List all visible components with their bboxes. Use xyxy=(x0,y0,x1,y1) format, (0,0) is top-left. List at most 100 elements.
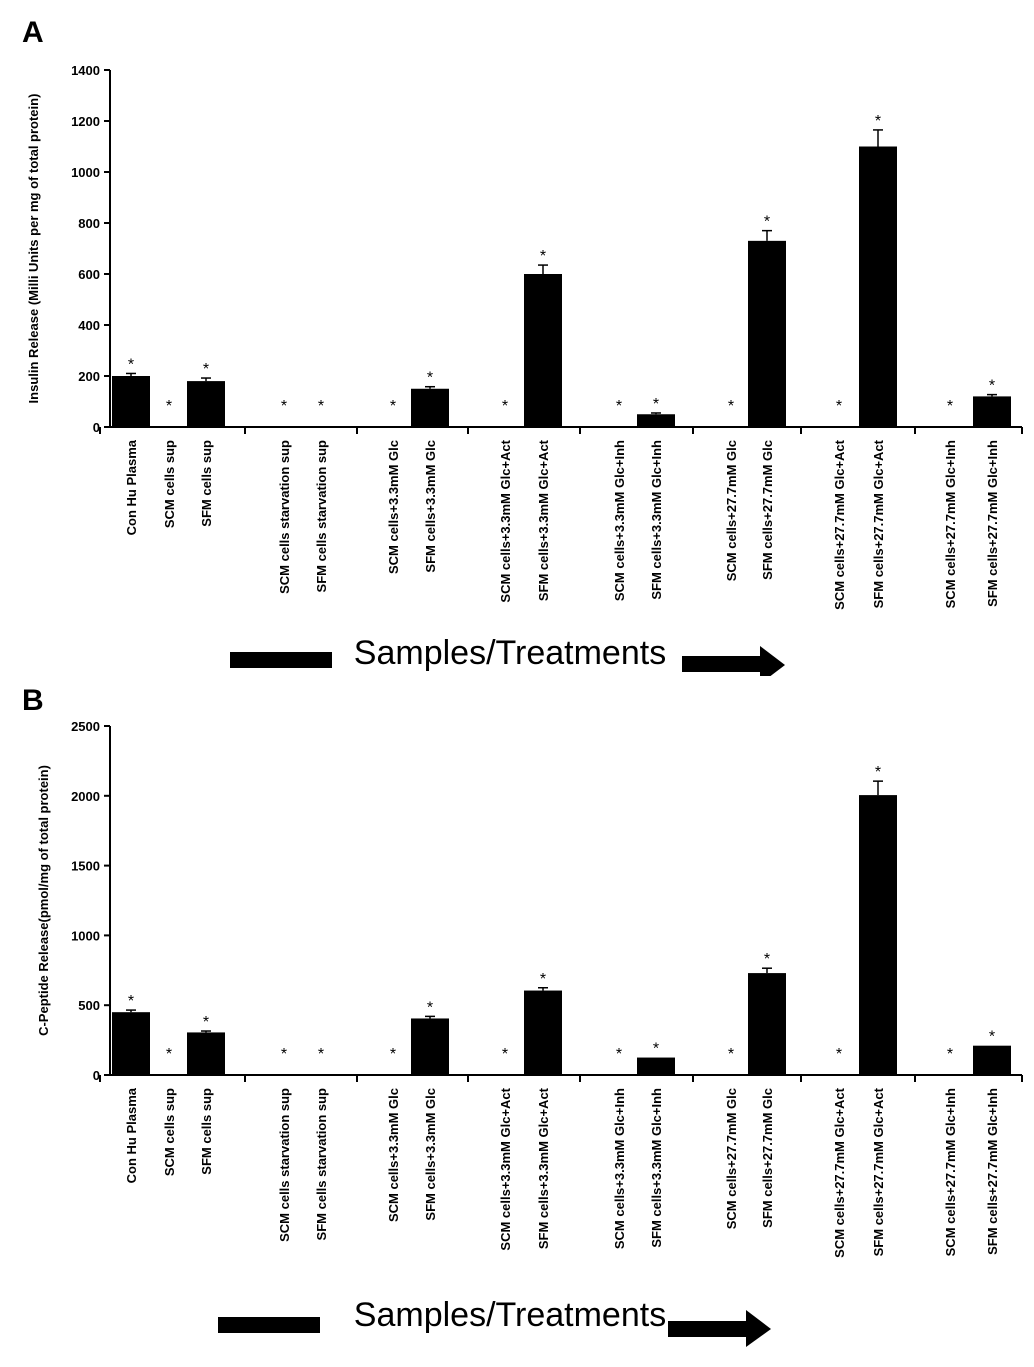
x-title-arrow-head xyxy=(760,646,785,676)
significance-marker: * xyxy=(318,398,324,415)
category-label: SCM cells+3.3mM Glc+Inh xyxy=(612,440,627,601)
category-label: SCM cells starvation sup xyxy=(277,440,292,594)
category-label: SFM cells+27.7mM Glc+Act xyxy=(871,439,886,608)
y-tick-label: 2500 xyxy=(71,719,100,734)
y-tick-label: 0 xyxy=(93,1068,100,1083)
significance-marker: * xyxy=(166,398,172,415)
category-label: SCM cells+3.3mM Glc xyxy=(386,1088,401,1222)
category-label: SFM cells+27.7mM Glc xyxy=(760,440,775,580)
significance-marker: * xyxy=(318,1046,324,1063)
panel-letter-b: B xyxy=(22,684,44,717)
bar xyxy=(524,274,562,427)
category-label: SCM cells+27.7mM Glc+Inh xyxy=(943,1088,958,1256)
y-tick-label: 2000 xyxy=(71,789,100,804)
significance-marker: * xyxy=(875,113,881,130)
bar xyxy=(748,240,786,427)
category-label: SFM cells+3.3mM Glc+Act xyxy=(536,1087,551,1249)
significance-marker: * xyxy=(728,398,734,415)
category-label: SCM cells+27.7mM Glc+Act xyxy=(832,1087,847,1257)
y-tick-label: 800 xyxy=(78,216,100,231)
x-title-left-bar xyxy=(230,652,332,668)
significance-marker: * xyxy=(989,1029,995,1046)
category-label: SFM cells sup xyxy=(199,440,214,527)
category-label: SCM cells+27.7mM Glc+Act xyxy=(832,439,847,609)
category-label: SFM cells+3.3mM Glc xyxy=(423,440,438,573)
significance-marker: * xyxy=(764,214,770,231)
significance-marker: * xyxy=(728,1046,734,1063)
significance-marker: * xyxy=(281,1046,287,1063)
category-label: SCM cells+3.3mM Glc+Act xyxy=(498,439,513,602)
significance-marker: * xyxy=(502,398,508,415)
category-label: Con Hu Plasma xyxy=(124,439,139,535)
bar xyxy=(112,376,150,427)
category-label: SFM cells starvation sup xyxy=(314,1088,329,1240)
x-axis-title: Samples/Treatments xyxy=(354,1296,666,1334)
category-label: SCM cells+27.7mM Glc+Inh xyxy=(943,440,958,608)
y-tick-label: 500 xyxy=(78,998,100,1013)
significance-marker: * xyxy=(836,1046,842,1063)
y-tick-label: 1200 xyxy=(71,114,100,129)
category-label: SCM cells starvation sup xyxy=(277,1088,292,1242)
significance-marker: * xyxy=(616,398,622,415)
y-tick-label: 1400 xyxy=(71,63,100,78)
bar xyxy=(187,1032,225,1075)
significance-marker: * xyxy=(540,971,546,988)
y-tick-label: 200 xyxy=(78,369,100,384)
insulin-release-chart: A 0 200 400 600 800 1000 1200 1400 Insulin Relea… xyxy=(22,16,1023,676)
bar xyxy=(637,414,675,427)
significance-marker: * xyxy=(166,1046,172,1063)
category-label: SFM cells+27.7mM Glc xyxy=(760,1088,775,1228)
significance-marker: * xyxy=(653,396,659,413)
category-label: SCM cells+3.3mM Glc+Inh xyxy=(612,1088,627,1249)
category-label: Con Hu Plasma xyxy=(124,1087,139,1183)
bar xyxy=(112,1012,150,1075)
panel-letter-a: A xyxy=(22,16,44,49)
category-label: SCM cells sup xyxy=(162,440,177,528)
significance-marker: * xyxy=(427,999,433,1016)
category-label: SFM cells+27.7mM Glc+Inh xyxy=(985,440,1000,607)
significance-marker: * xyxy=(128,993,134,1010)
significance-marker: * xyxy=(203,361,209,378)
category-label: SFM cells starvation sup xyxy=(314,440,329,592)
significance-marker: * xyxy=(540,248,546,265)
y-tick-label: 600 xyxy=(78,267,100,282)
category-label: SCM cells+3.3mM Glc+Act xyxy=(498,1087,513,1250)
bar xyxy=(859,795,897,1075)
category-label: SFM cells+27.7mM Glc+Act xyxy=(871,1087,886,1256)
significance-marker: * xyxy=(203,1014,209,1031)
category-label: SFM cells+3.3mM Glc+Inh xyxy=(649,1088,664,1248)
y-tick-label: 1000 xyxy=(71,165,100,180)
bar xyxy=(973,396,1011,427)
significance-marker: * xyxy=(653,1041,659,1058)
category-label: SFM cells sup xyxy=(199,1088,214,1175)
x-title-arrow-shaft xyxy=(682,656,762,672)
bar xyxy=(859,146,897,427)
y-tick-label: 1500 xyxy=(71,859,100,874)
category-label: SFM cells+27.7mM Glc+Inh xyxy=(985,1088,1000,1255)
bar xyxy=(524,990,562,1075)
category-label: SFM cells+3.3mM Glc+Inh xyxy=(649,440,664,600)
x-title-arrow-shaft xyxy=(668,1321,748,1337)
bar xyxy=(411,388,449,427)
significance-marker: * xyxy=(616,1046,622,1063)
y-tick-label: 0 xyxy=(93,420,100,435)
category-label: SCM cells+27.7mM Glc xyxy=(724,1088,739,1229)
significance-marker: * xyxy=(836,398,842,415)
y-tick-label: 1000 xyxy=(71,928,100,943)
significance-marker: * xyxy=(764,951,770,968)
significance-marker: * xyxy=(427,370,433,387)
y-axis-title: Insulin Release (Milli Units per mg of t… xyxy=(26,94,41,404)
significance-marker: * xyxy=(281,398,287,415)
c-peptide-release-chart: B 0 500 1000 1500 2000 2500 C-Peptide Release(… xyxy=(22,684,1023,1347)
bar xyxy=(748,973,786,1075)
category-label: SFM cells+3.3mM Glc+Act xyxy=(536,439,551,601)
y-tick-label: 400 xyxy=(78,318,100,333)
x-title-arrow-head xyxy=(746,1310,771,1347)
category-label: SCM cells+3.3mM Glc xyxy=(386,440,401,574)
significance-marker: * xyxy=(875,764,881,781)
y-axis-title: C-Peptide Release(pmol/mg of total prote… xyxy=(36,765,51,1036)
x-axis-title: Samples/Treatments xyxy=(354,634,666,672)
significance-marker: * xyxy=(390,1046,396,1063)
bar xyxy=(411,1018,449,1075)
significance-marker: * xyxy=(502,1046,508,1063)
